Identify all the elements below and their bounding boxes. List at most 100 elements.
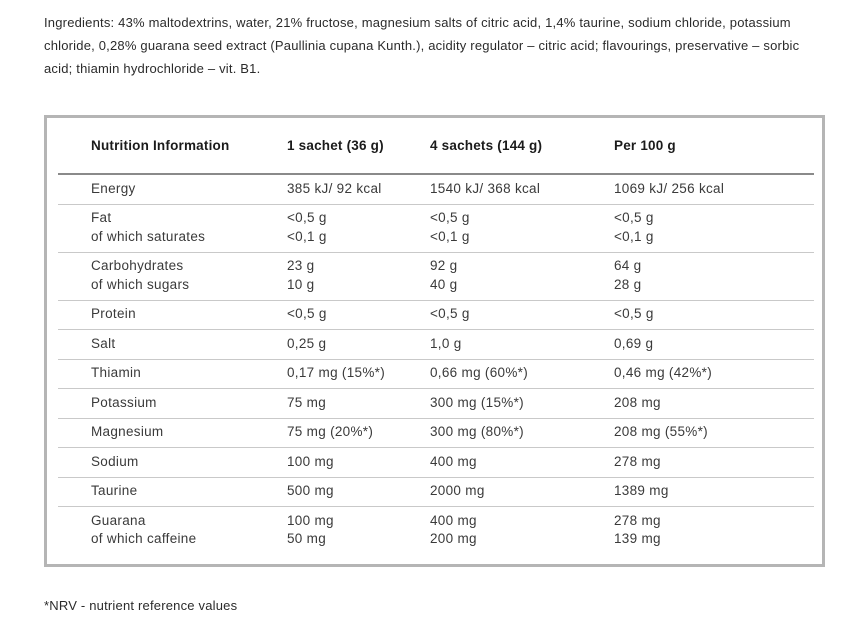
nutrient-name-cell: Salt (91, 335, 287, 354)
table-header-row: Nutrition Information 1 sachet (36 g) 4 … (58, 118, 814, 175)
cell-line: 278 mg (614, 453, 661, 469)
cell-line: 139 mg (614, 531, 661, 546)
cell-line: 10 g (287, 276, 315, 292)
cell-line: 400 mg (430, 453, 477, 469)
cell-line: 0,17 mg (15%*) (287, 365, 385, 380)
nutrient-value-cell: <0,5 g (614, 305, 814, 324)
cell-line: 92 g (430, 258, 458, 273)
cell-line: Fat (91, 210, 112, 225)
cell-line: Thiamin (91, 365, 142, 380)
nutrient-name-cell: Fat of which saturates (91, 209, 287, 246)
cell-line: <0,1 g (430, 228, 470, 244)
cell-line: Carbohydrates (91, 258, 184, 273)
nutrient-value-cell: 92 g 40 g (430, 257, 614, 294)
nutrient-value-cell: 2000 mg (430, 482, 614, 501)
cell-line: of which sugars (91, 276, 190, 292)
table-row: Protein <0,5 g <0,5 g <0,5 g (58, 301, 814, 330)
cell-line: 385 kJ/ 92 kcal (287, 180, 382, 196)
nutrient-name-cell: Sodium (91, 453, 287, 472)
cell-line: <0,1 g (614, 228, 654, 244)
cell-line: <0,1 g (287, 228, 327, 244)
cell-line: <0,5 g (287, 210, 327, 225)
cell-line: 208 mg (55%*) (614, 424, 708, 439)
table-row: Carbohydrates of which sugars 23 g 10 g 92 g… (58, 253, 814, 301)
nutrient-value-cell: 64 g 28 g (614, 257, 814, 294)
cell-line: 28 g (614, 276, 642, 292)
cell-line: Salt (91, 335, 116, 351)
nutrient-value-cell: 23 g 10 g (287, 257, 430, 294)
cell-line: 40 g (430, 276, 458, 292)
nutrient-name-cell: Energy (91, 180, 287, 199)
table-header-4-sachets: 4 sachets (144 g) (430, 138, 543, 153)
cell-line: 75 mg (287, 394, 327, 410)
nutrient-value-cell: 0,66 mg (60%*) (430, 364, 614, 383)
cell-line: 75 mg (20%*) (287, 424, 374, 439)
cell-line: 23 g (287, 258, 315, 273)
nutrient-value-cell: 100 mg 50 mg (287, 512, 430, 549)
cell-line: 50 mg (287, 531, 327, 546)
cell-line: Taurine (91, 483, 138, 498)
cell-line: 2000 mg (430, 483, 485, 498)
cell-line: 100 mg (287, 512, 334, 528)
nutrient-value-cell: 208 mg (55%*) (614, 423, 814, 442)
cell-line: 0,69 g (614, 335, 654, 351)
nutrient-name-cell: Guarana of which caffeine (91, 512, 287, 549)
table-header-per-100g: Per 100 g (614, 138, 676, 153)
table-body: Energy 385 kJ/ 92 kcal 1540 kJ/ 368 kcal 10… (58, 175, 814, 564)
cell-line: 1,0 g (430, 335, 462, 351)
nutrient-value-cell: <0,5 g <0,1 g (430, 209, 614, 246)
cell-line: Protein (91, 306, 136, 321)
nutrient-value-cell: 400 mg (430, 453, 614, 472)
cell-line: Sodium (91, 453, 139, 469)
nutrient-value-cell: 75 mg (287, 394, 430, 413)
cell-line: Guarana (91, 512, 146, 528)
table-row: Thiamin 0,17 mg (15%*) 0,66 mg (60%*) 0,46 … (58, 360, 814, 389)
cell-line: 400 mg (430, 512, 477, 528)
cell-line: 1069 kJ/ 256 kcal (614, 180, 725, 196)
cell-line: 100 mg (287, 453, 334, 469)
cell-line: <0,5 g (614, 210, 654, 225)
cell-line: 278 mg (614, 512, 661, 528)
cell-line: <0,5 g (614, 306, 654, 321)
nutrient-value-cell: 1389 mg (614, 482, 814, 501)
nrv-footnote: *NRV - nutrient reference values (44, 598, 238, 613)
cell-line: <0,5 g (430, 306, 470, 321)
cell-line: 500 mg (287, 483, 334, 498)
nutrient-value-cell: 1540 kJ/ 368 kcal (430, 180, 614, 199)
table-header-1-sachet: 1 sachet (36 g) (287, 138, 384, 153)
nutrient-value-cell: 278 mg (614, 453, 814, 472)
nutrient-value-cell: 385 kJ/ 92 kcal (287, 180, 430, 199)
nutrient-name-cell: Protein (91, 305, 287, 324)
cell-line: <0,5 g (287, 306, 327, 321)
nutrient-value-cell: <0,5 g <0,1 g (287, 209, 430, 246)
nutrient-name-cell: Carbohydrates of which sugars (91, 257, 287, 294)
cell-line: Magnesium (91, 424, 164, 439)
cell-line: 208 mg (614, 394, 661, 410)
cell-line: 0,66 mg (60%*) (430, 365, 528, 380)
cell-line: Energy (91, 180, 136, 196)
cell-line: 200 mg (430, 531, 477, 546)
nutrient-value-cell: 208 mg (614, 394, 814, 413)
nutrient-value-cell: <0,5 g <0,1 g (614, 209, 814, 246)
nutrient-value-cell: 0,46 mg (42%*) (614, 364, 814, 383)
table-header-nutrition-information: Nutrition Information (91, 138, 230, 153)
cell-line: 1389 mg (614, 483, 669, 498)
table-row: Fat of which saturates <0,5 g <0,1 g <0,5 g <… (58, 205, 814, 253)
table-row: Taurine 500 mg 2000 mg 1389 mg (58, 478, 814, 507)
nutrient-name-cell: Magnesium (91, 423, 287, 442)
nutrient-value-cell: 1,0 g (430, 335, 614, 354)
cell-line: 1540 kJ/ 368 kcal (430, 180, 541, 196)
nutrient-value-cell: 0,69 g (614, 335, 814, 354)
table-row: Magnesium 75 mg (20%*) 300 mg (80%*) 208 mg… (58, 419, 814, 448)
cell-line: 0,25 g (287, 335, 327, 351)
table-row: Sodium 100 mg 400 mg 278 mg (58, 448, 814, 478)
nutrient-value-cell: 400 mg 200 mg (430, 512, 614, 549)
ingredients-text: Ingredients: 43% maltodextrins, water, 2… (44, 15, 800, 76)
nutrient-value-cell: 300 mg (80%*) (430, 423, 614, 442)
nutrient-value-cell: 1069 kJ/ 256 kcal (614, 180, 814, 199)
nutrient-value-cell: 75 mg (20%*) (287, 423, 430, 442)
nutrient-value-cell: <0,5 g (287, 305, 430, 324)
cell-line: 300 mg (15%*) (430, 394, 524, 410)
table-row: Energy 385 kJ/ 92 kcal 1540 kJ/ 368 kcal 10… (58, 175, 814, 205)
